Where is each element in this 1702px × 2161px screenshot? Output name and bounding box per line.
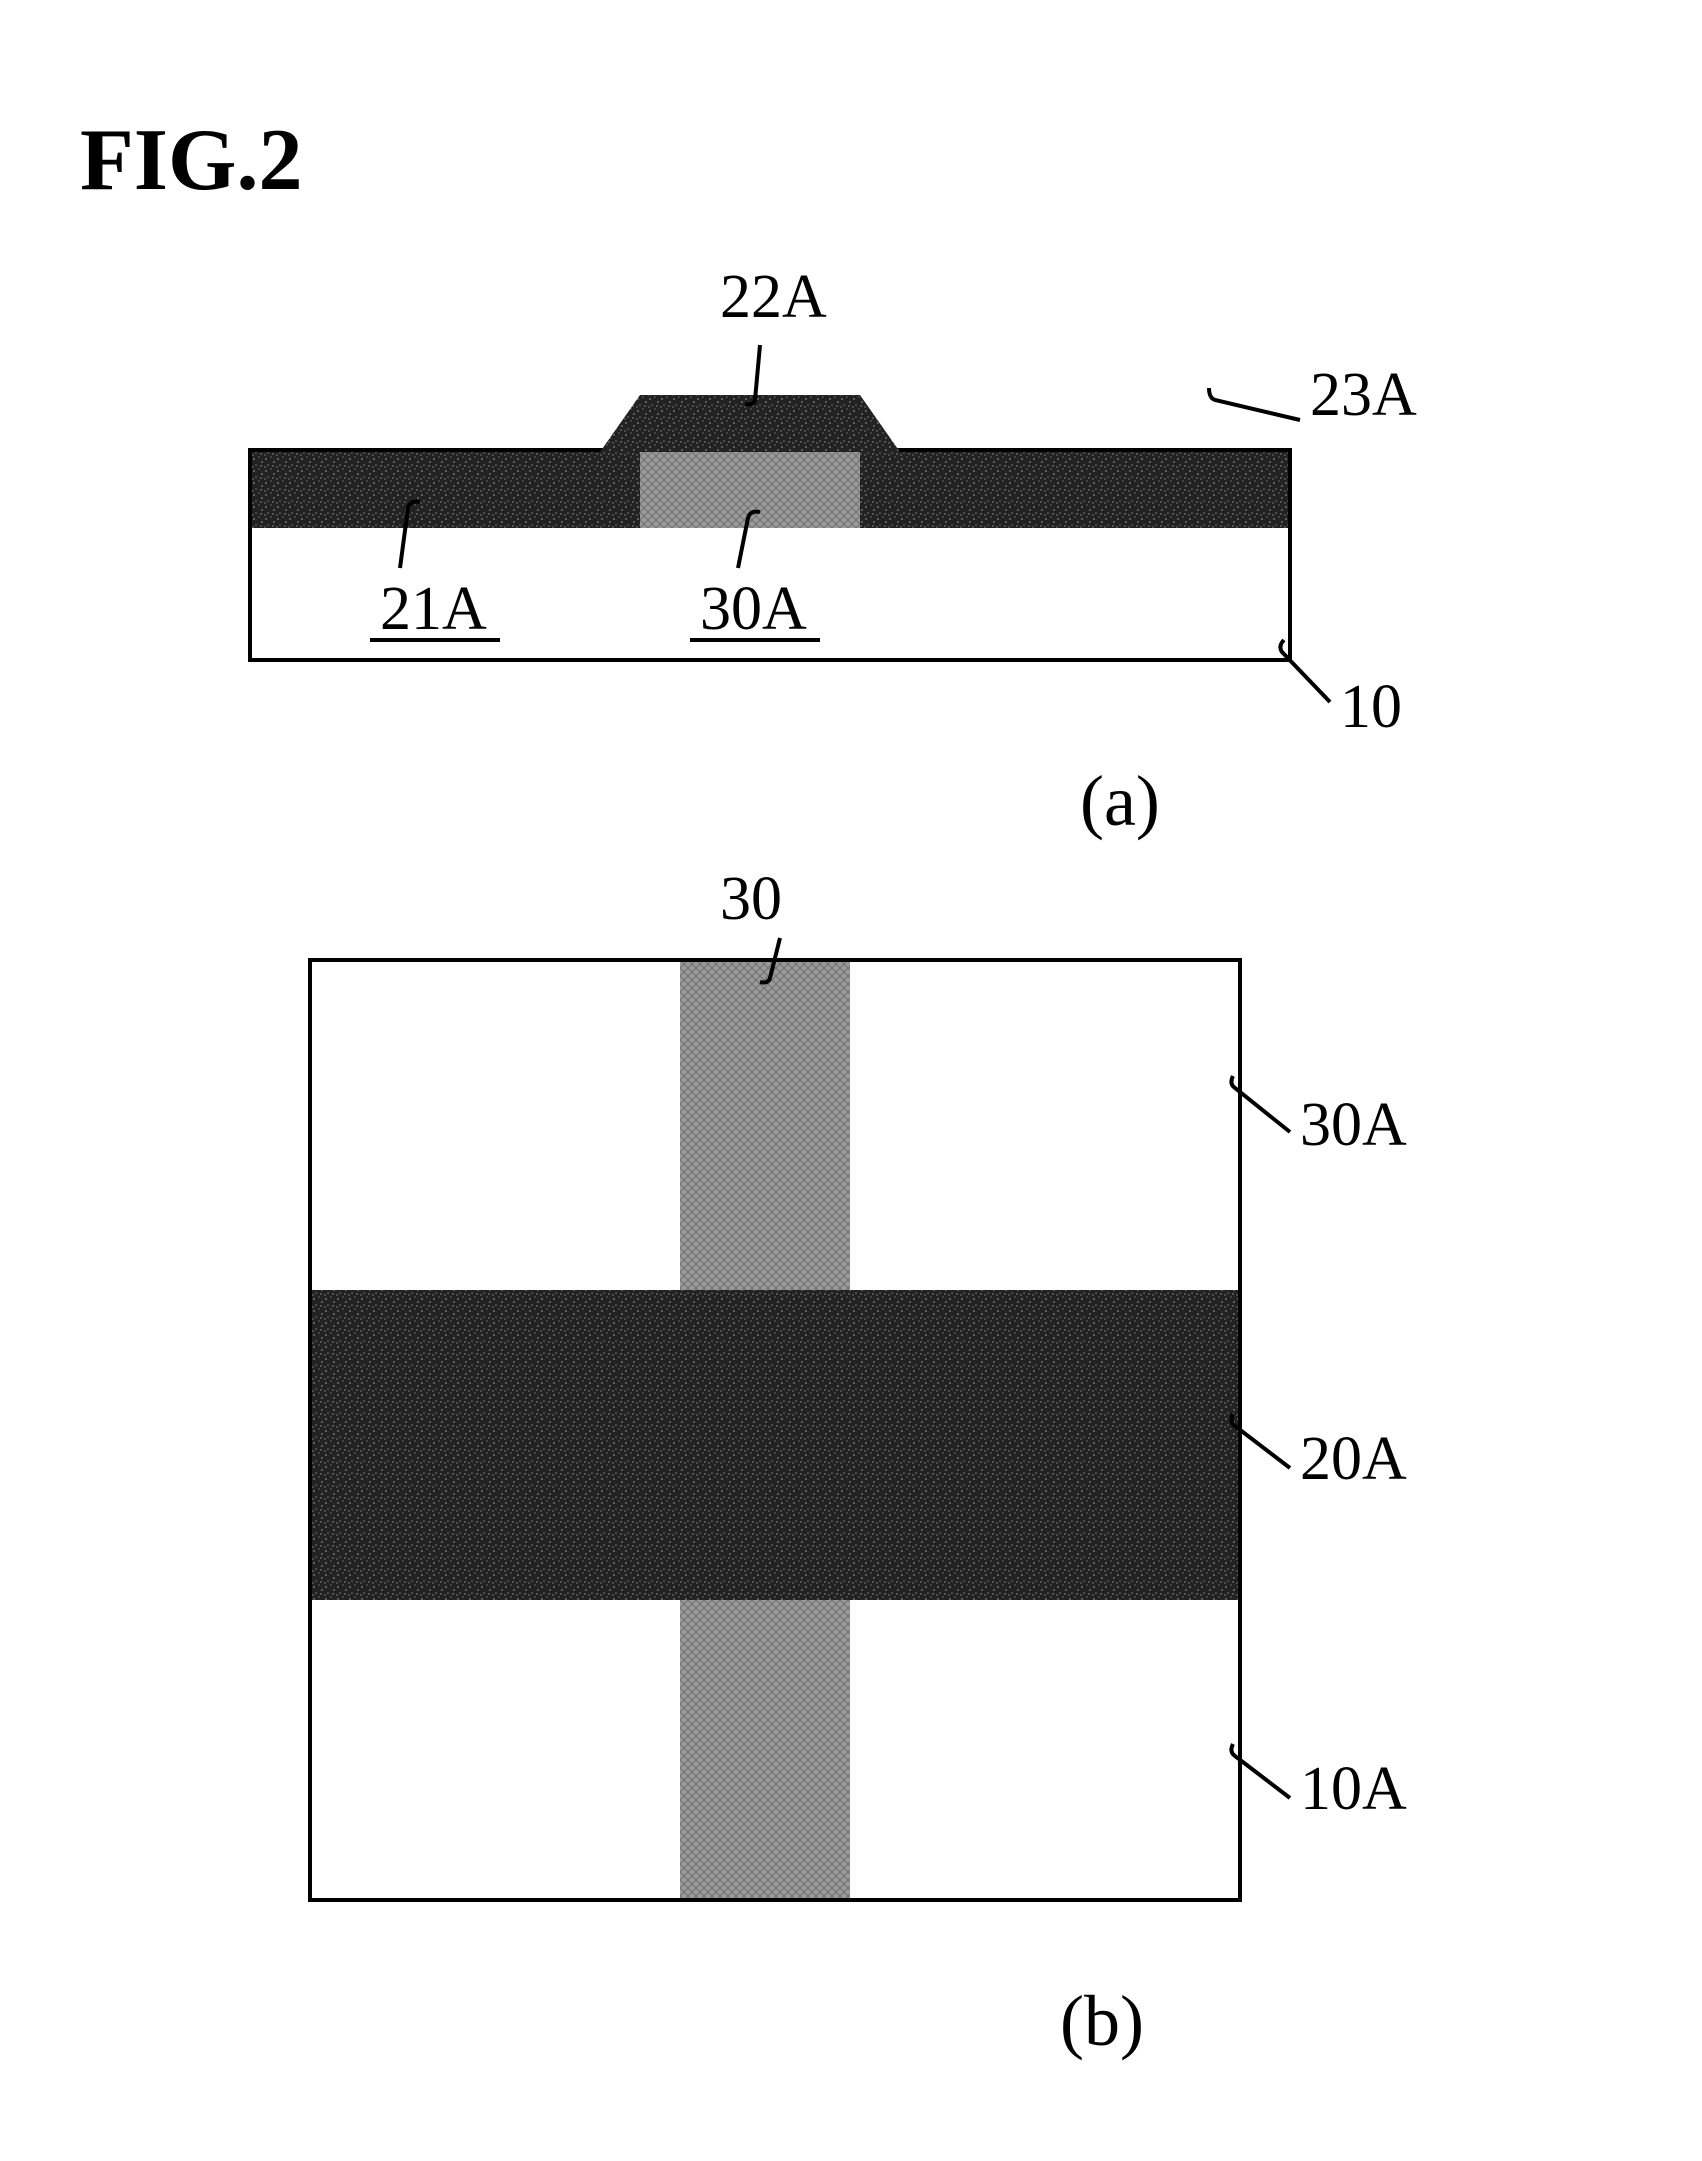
label-20a: 20A	[1300, 1424, 1407, 1495]
label-23a: 23A	[1310, 360, 1417, 431]
sublabel-a: (a)	[1080, 760, 1160, 843]
panel-b	[310, 938, 1290, 1900]
panel-a	[250, 345, 1330, 702]
label-30: 30	[720, 864, 782, 935]
label-30a-top: 30A	[700, 574, 807, 645]
label-22a: 22A	[720, 262, 827, 333]
sublabel-b: (b)	[1060, 1980, 1144, 2063]
label-10: 10	[1340, 672, 1402, 743]
label-21a: 21A	[380, 574, 487, 645]
label-30a-b: 30A	[1300, 1090, 1407, 1161]
page: FIG.2	[0, 0, 1702, 2161]
band-20a	[312, 1290, 1238, 1600]
label-10a: 10A	[1300, 1754, 1407, 1825]
diagram-svg	[0, 0, 1702, 2161]
